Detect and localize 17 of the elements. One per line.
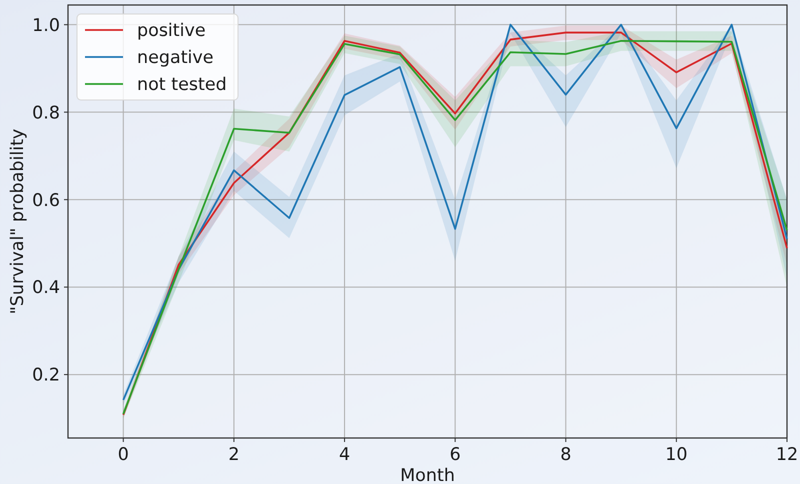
legend-label: not tested [137,75,227,95]
y-axis-title: "Survival" probability [8,128,28,314]
x-tick-label: 6 [450,445,461,465]
y-tick-label: 0.8 [32,103,60,124]
x-tick-label: 8 [560,445,572,465]
x-tick-label: 2 [228,445,240,465]
x-tick-label: 10 [665,445,688,465]
legend-label: negative [137,48,214,68]
y-tick-label: 0.6 [32,190,60,211]
y-tick-label: 0.4 [32,278,60,298]
legend-label: positive [137,21,206,41]
x-tick-label: 12 [776,445,798,465]
x-tick-label: 0 [118,445,129,465]
x-tick-label: 4 [338,445,350,465]
y-tick-label: 0.2 [32,366,60,386]
y-tick-label: 1.0 [32,16,60,36]
x-axis-title: Month [400,466,455,484]
